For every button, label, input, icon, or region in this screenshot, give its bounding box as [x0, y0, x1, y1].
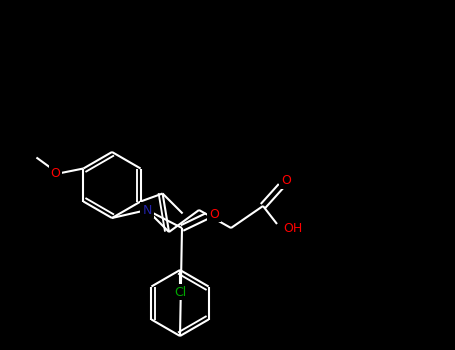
Text: O: O [209, 208, 219, 220]
Text: O: O [51, 167, 61, 180]
Text: OH: OH [283, 222, 303, 235]
Text: N: N [142, 203, 152, 217]
Text: O: O [281, 175, 291, 188]
Text: Cl: Cl [174, 286, 186, 299]
